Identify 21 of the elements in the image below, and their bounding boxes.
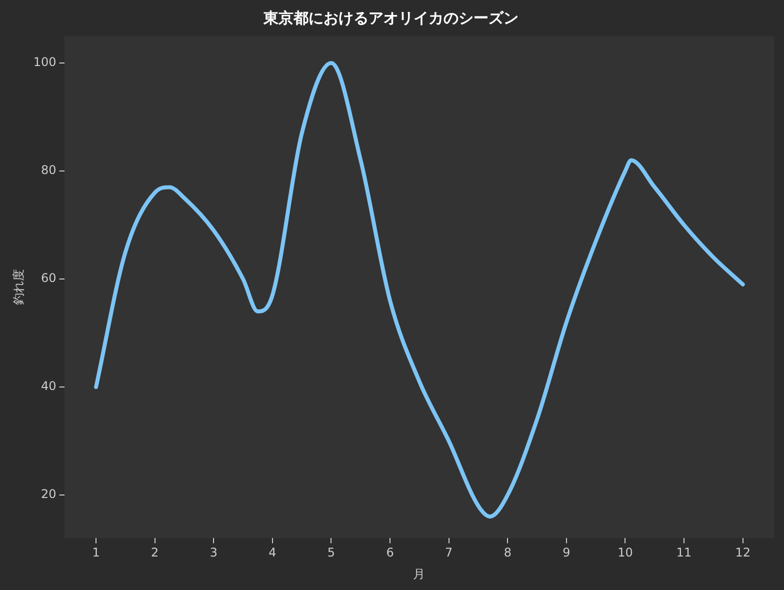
y-tick-label: 80 — [41, 163, 56, 178]
y-tick-label: 60 — [41, 271, 56, 286]
y-tick-label: 20 — [41, 487, 56, 502]
chart-title: 東京都におけるアオリイカのシーズン — [262, 8, 518, 27]
x-tick-label: 12 — [735, 546, 750, 560]
x-tick-label: 11 — [676, 546, 692, 560]
x-tick-label: 1 — [92, 546, 100, 560]
y-axis-title: 釣れ度 — [11, 269, 26, 306]
x-tick-label: 10 — [618, 546, 633, 560]
x-tick-label: 8 — [504, 546, 512, 560]
x-tick-label: 7 — [445, 546, 453, 560]
x-tick-label: 9 — [562, 546, 570, 560]
x-tick-label: 5 — [327, 546, 336, 560]
y-tick-label: 100 — [33, 55, 56, 70]
x-axis-title: 月 — [413, 566, 426, 581]
x-tick-label: 4 — [268, 546, 276, 560]
x-tick-label: 2 — [151, 546, 159, 560]
x-tick-label: 3 — [210, 546, 218, 560]
x-tick-label: 6 — [386, 546, 394, 560]
line-series — [94, 61, 745, 519]
y-tick-label: 40 — [41, 379, 56, 394]
